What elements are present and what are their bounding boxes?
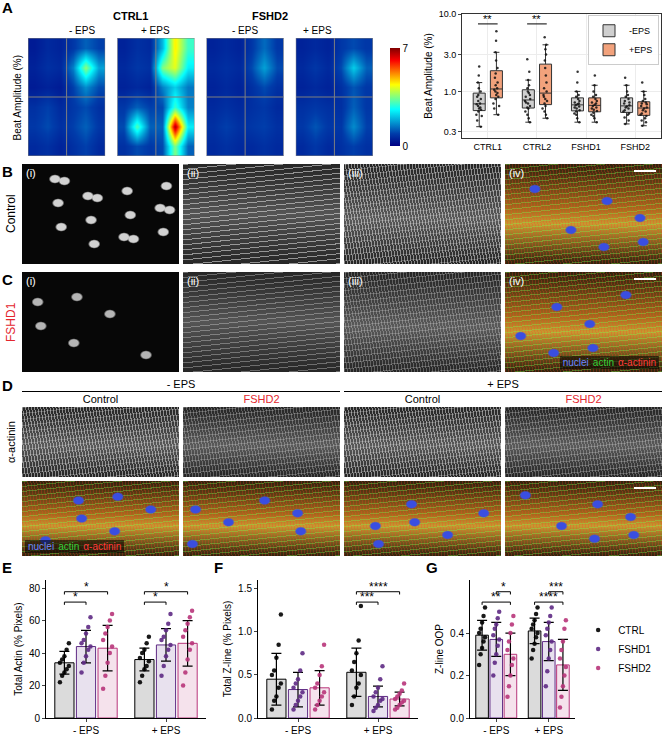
svg-text:80: 80 [29,583,41,594]
svg-text:+ EPS: + EPS [152,725,181,736]
svg-text:****: **** [369,580,388,594]
svg-text:Z-line OOP: Z-line OOP [434,624,445,674]
svg-text:***: *** [360,590,374,604]
svg-text:60: 60 [29,615,41,626]
svg-text:0: 0 [403,141,409,152]
html-text:C: C [2,271,13,288]
svg-text:**: ** [532,13,541,25]
svg-text:40: 40 [29,648,41,659]
svg-text:Beat Amplitude (%): Beat Amplitude (%) [423,33,434,119]
svg-text:FSHD2: FSHD2 [620,142,650,152]
html-text:α-actinin: α-actinin [618,357,656,368]
svg-text:***: *** [549,580,563,594]
svg-text:7: 7 [403,43,409,54]
html-text:G: G [426,559,438,576]
svg-text:+ EPS: + EPS [303,25,332,36]
svg-text:CTRL1: CTRL1 [474,142,503,152]
html-text:Control: Control [4,194,18,234]
html-text:(i): (i) [26,167,36,179]
svg-text:- EPS: - EPS [69,25,95,36]
html-text:(iii): (iii) [348,167,363,179]
html-text:Control: Control [404,393,441,405]
svg-text:0.0: 0.0 [450,713,464,724]
svg-text:Total Z-line (% Pixels): Total Z-line (% Pixels) [222,601,233,698]
svg-text:1.0: 1.0 [238,626,252,637]
html-text:(iv): (iv) [509,167,525,179]
html-text:(iii): (iii) [348,275,363,287]
svg-text:0.3: 0.3 [444,127,457,137]
svg-text:10.0: 10.0 [439,9,457,19]
svg-text:- EPS: - EPS [73,725,99,736]
html-text:+ EPS: + EPS [487,378,519,390]
html-text:E: E [2,559,12,576]
svg-text:**: ** [483,13,492,25]
html-text:(iv): (iv) [509,275,525,287]
svg-text:FSHD2: FSHD2 [252,10,288,22]
html-text:(i): (i) [26,275,36,287]
svg-text:FSHD1: FSHD1 [618,644,651,655]
html-text:(ii): (ii) [187,275,200,287]
svg-text:0.0: 0.0 [238,713,252,724]
svg-text:0: 0 [34,713,40,724]
html-text:FSHD2: FSHD2 [243,393,280,405]
html-text:F: F [214,559,224,576]
svg-text:+ EPS: + EPS [364,725,393,736]
html-text:B: B [2,163,13,180]
html-text:FSHD2: FSHD2 [565,393,602,405]
svg-text:- EPS: - EPS [483,725,509,736]
html-text:α-actinin: α-actinin [5,421,17,463]
svg-text:****: **** [539,590,558,604]
html-text:- EPS: - EPS [166,378,196,390]
html-text:FSHD1: FSHD1 [4,302,18,342]
html-text:nuclei actin: nuclei actin [562,357,614,368]
svg-text:Beat Amplitude (%): Beat Amplitude (%) [12,55,23,141]
svg-text:CTRL1: CTRL1 [113,10,148,22]
svg-text:0.5: 0.5 [238,669,252,680]
svg-text:CTRL2: CTRL2 [523,142,552,152]
svg-text:+ EPS: + EPS [534,725,563,736]
svg-text:- EPS: - EPS [285,725,311,736]
svg-text:*: * [153,590,158,604]
html-text:A: A [2,0,13,16]
svg-text:**: ** [491,590,501,604]
svg-text:3.0: 3.0 [444,50,457,60]
svg-text:0.2: 0.2 [450,670,464,681]
svg-text:*: * [84,580,89,594]
html-text:D: D [2,377,13,394]
svg-text:1.0: 1.0 [444,87,457,97]
svg-text:*: * [73,590,78,604]
svg-text:CTRL: CTRL [618,625,645,636]
svg-text:FSHD2: FSHD2 [618,663,651,674]
svg-text:+ EPS: + EPS [141,25,170,36]
svg-text:20: 20 [29,680,41,691]
svg-text:0.4: 0.4 [450,628,464,639]
svg-text:Total Actin (% Pixels): Total Actin (% Pixels) [13,602,24,695]
svg-text:1.5: 1.5 [238,583,252,594]
svg-text:*: * [164,580,169,594]
html-text:(ii): (ii) [187,167,200,179]
svg-text:FSHD1: FSHD1 [571,142,601,152]
svg-text:- EPS: - EPS [232,25,258,36]
svg-text:-EPS: -EPS [629,26,650,36]
svg-text:*: * [501,580,506,594]
html-text:nuclei actin α-actinin: nuclei actin α-actinin [28,541,122,552]
svg-text:+EPS: +EPS [629,45,652,55]
html-text:Control: Control [82,393,119,405]
